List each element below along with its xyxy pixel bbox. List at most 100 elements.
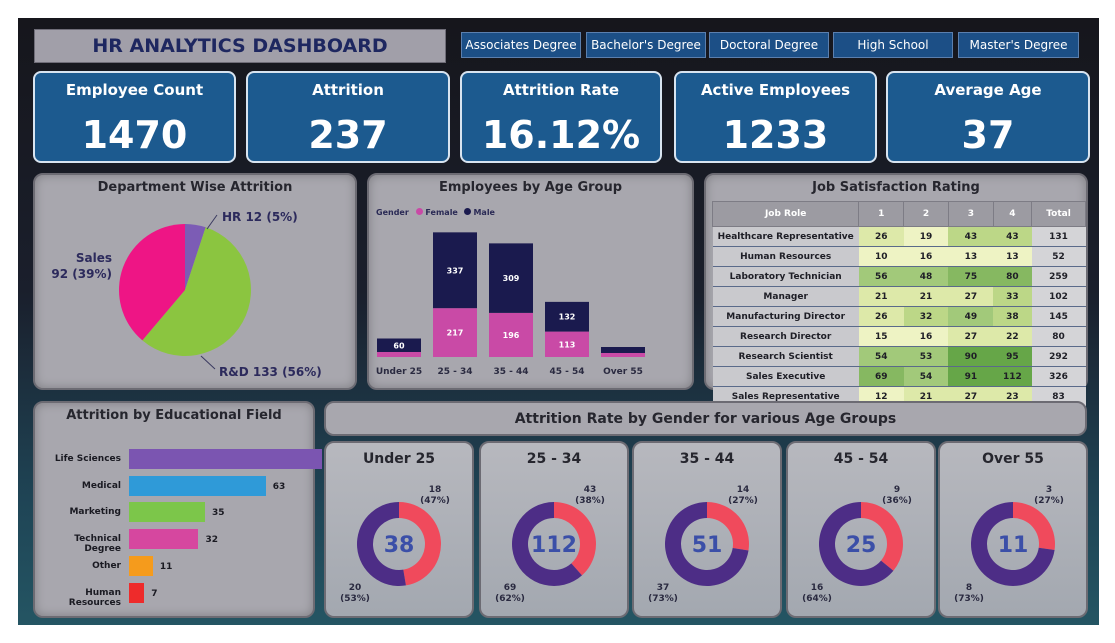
donut-total: 38	[384, 533, 415, 558]
bar-female-over-55[interactable]	[601, 353, 645, 357]
rating-cell: 15	[858, 326, 904, 347]
rd-leader-line	[200, 355, 216, 370]
rating-cell: 21	[903, 286, 949, 307]
legend-title: Gender	[376, 208, 409, 217]
kpi-value: 16.12%	[481, 113, 641, 157]
edu-bar-technical-degree[interactable]	[129, 529, 199, 550]
kpi-average-age: Average Age 37	[886, 71, 1090, 163]
bar-female-35-44[interactable]	[489, 312, 533, 357]
rating-cell: 56	[858, 266, 904, 287]
edu-bar-other[interactable]	[129, 555, 153, 576]
donut-male-segment[interactable]	[819, 502, 894, 586]
donut-total: 25	[846, 533, 877, 558]
legend-female-dot	[415, 208, 423, 215]
rating-cell: 75	[948, 266, 994, 287]
edu-bar-marketing[interactable]	[129, 502, 205, 523]
bar-female-under-25[interactable]	[377, 352, 421, 357]
edu-bar-medical[interactable]	[129, 475, 266, 496]
table-row: Healthcare Representative 26 19 43 43 131	[712, 226, 1086, 247]
slicer-masters-degree[interactable]: Master's Degree	[958, 32, 1079, 58]
table-row: Manufacturing Director 26 32 49 38 145	[712, 306, 1086, 327]
donut-male-segment[interactable]	[512, 502, 582, 586]
legend-male-dot	[463, 208, 471, 215]
donut-female-segment[interactable]	[399, 502, 441, 586]
gender-donut-chart: 25 9(36%) 16(64%)	[802, 485, 912, 604]
kpi-value: 37	[961, 113, 1015, 157]
bar-male-under-25[interactable]	[377, 338, 421, 353]
job-role-cell: Sales Executive	[712, 366, 859, 387]
pie-slice-r-d[interactable]	[142, 227, 251, 356]
rating-cell: 32	[903, 306, 949, 327]
total-cell: 145	[1031, 306, 1086, 327]
pie-slice-sales[interactable]	[119, 224, 185, 341]
male-data-label: 132	[559, 313, 576, 322]
kpi-attrition-rate: Attrition Rate 16.12%	[460, 71, 662, 163]
pie-slice-hr[interactable]	[185, 224, 206, 290]
edu-bar-human-resources[interactable]	[129, 582, 145, 603]
donut-female-segment[interactable]	[861, 502, 903, 571]
donut-male-segment[interactable]	[356, 502, 406, 586]
bar-male-45-54[interactable]	[545, 301, 589, 332]
donut-female-segment[interactable]	[1013, 502, 1055, 550]
pie-label-rd: R&D 133 (56%)	[219, 365, 322, 379]
col-job-role: Job Role	[711, 201, 860, 227]
rating-cell: 27	[948, 286, 994, 307]
bar-female-45-54[interactable]	[545, 331, 589, 357]
kpi-label: Attrition Rate	[502, 81, 620, 99]
donut-title: 45 - 54	[833, 451, 889, 467]
rating-cell: 26	[858, 306, 904, 327]
bar-female-25-34[interactable]	[433, 308, 477, 357]
slicer-high-school[interactable]: High School	[833, 32, 953, 58]
kpi-label: Attrition	[312, 81, 384, 99]
kpi-employee-count: Employee Count 1470	[33, 71, 236, 163]
donut-panel-45-54: 45 - 54 25 9 (36%) 16 (64%)	[786, 441, 936, 618]
table-row: Laboratory Technician 56 48 75 80 259	[712, 266, 1086, 287]
donut-male-segment[interactable]	[971, 502, 1055, 586]
donut-male-segment[interactable]	[665, 502, 749, 586]
female-data-label: 217	[447, 329, 464, 338]
donut-total: 112	[531, 533, 577, 558]
job-role-cell: Manager	[712, 286, 859, 307]
rating-cell: 19	[903, 226, 949, 247]
edu-value-label: 63	[272, 481, 286, 492]
bar-male-35-44[interactable]	[489, 243, 533, 313]
donut-female-count: 18	[429, 485, 442, 495]
slicer-doctoral-degree[interactable]: Doctoral Degree	[709, 32, 829, 58]
donut-title: Under 25	[362, 451, 436, 467]
job-role-cell: Laboratory Technician	[712, 266, 859, 287]
col-rating-2: 2	[903, 201, 949, 227]
donut-female-segment[interactable]	[554, 502, 596, 576]
kpi-label: Employee Count	[65, 81, 204, 99]
dashboard: HR ANALYTICS DASHBOARD Associates Degree…	[18, 18, 1099, 625]
x-tick-label: Under 25	[376, 367, 422, 377]
rating-cell: 13	[948, 246, 994, 267]
panel-title: Job Satisfaction Rating	[812, 180, 980, 195]
edu-category-label: Technical Degree	[74, 534, 121, 555]
donut-female-segment[interactable]	[707, 502, 749, 551]
total-cell: 131	[1031, 226, 1086, 247]
male-data-label: 337	[447, 266, 464, 275]
edu-bar-life-sciences[interactable]	[129, 449, 323, 469]
department-attrition-panel: Department Wise Attrition HR 12 (5%) R&D…	[33, 173, 357, 390]
table-row: Manager 21 21 27 33 102	[712, 286, 1086, 307]
bar-male-25-34[interactable]	[433, 232, 477, 309]
panel-title: Department Wise Attrition	[97, 180, 293, 195]
job-role-cell: Human Resources	[712, 246, 859, 267]
slicer-bachelors-degree[interactable]: Bachelor's Degree	[586, 32, 706, 58]
rating-cell: 54	[903, 366, 949, 387]
rating-cell: 33	[993, 286, 1032, 307]
department-pie-chart: HR 12 (5%) R&D 133 (56%) Sales 92 (39%)	[51, 210, 322, 379]
donut-female-pct: (36%)	[882, 496, 912, 506]
donut-panel-under-25: Under 25 38 18 (47%) 20 (53%)	[324, 441, 474, 618]
donut-female-pct: (27%)	[728, 496, 758, 506]
total-cell: 102	[1031, 286, 1086, 307]
rating-cell: 22	[993, 326, 1032, 347]
legend-male: Male	[473, 208, 495, 217]
slicer-associates-degree[interactable]: Associates Degree	[461, 32, 581, 58]
donut-male-pct: (73%)	[954, 594, 984, 604]
edu-value-label: 11	[159, 561, 173, 572]
donut-female-count: 43	[584, 485, 597, 495]
female-data-label: 113	[559, 340, 576, 349]
kpi-label: Active Employees	[700, 81, 851, 99]
bar-male-over-55[interactable]	[601, 347, 645, 353]
